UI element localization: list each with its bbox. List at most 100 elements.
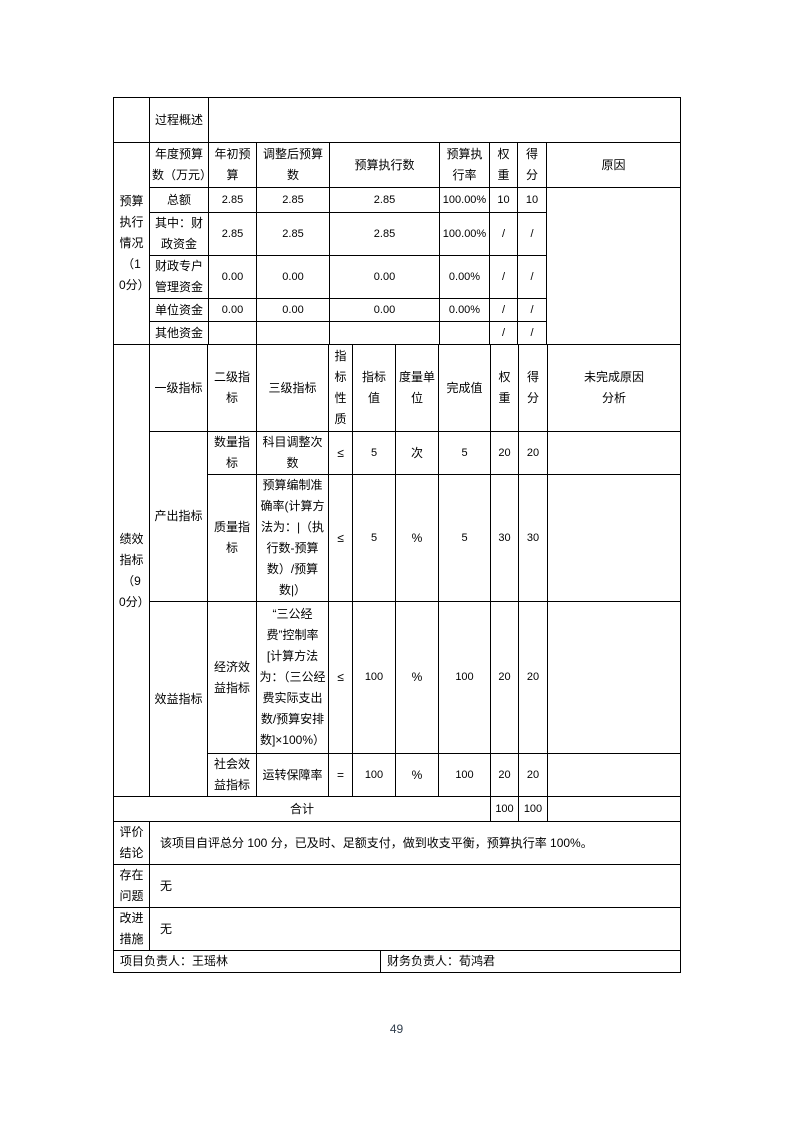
level2-indicator: 质量指标: [207, 474, 257, 602]
table-row: 效益指标 经济效益指标 “三公经费”控制率[计算方法为：（三公经费实际支出数/预…: [114, 601, 681, 797]
table-header-row: 绩效指标（90分） 一级指标 二级指标 三级指标 指标性质 指标值 度量单位 完…: [113, 344, 681, 797]
completion-value: 100: [438, 601, 491, 754]
problems-text: 无: [149, 864, 681, 908]
completion-value: 100: [438, 753, 491, 797]
budget-execution-table: 预算执行情况（10分） 年度预算数（万元） 年初预算 调整后预算数 预算执行数 …: [113, 142, 681, 345]
indicator-value: 100: [352, 753, 396, 797]
column-header: 一级指标: [149, 344, 208, 432]
level3-indicator: 科目调整次数: [256, 431, 329, 475]
performance-indicators-table: 绩效指标（90分） 一级指标 二级指标 三级指标 指标性质 指标值 度量单位 完…: [113, 344, 681, 822]
cell: /: [517, 321, 547, 345]
column-header: 权重: [490, 344, 519, 432]
table-row: 质量指标 预算编制准确率(计算方法为：|（执行数-预算数）/预算数|） ≤ 5 …: [114, 474, 681, 602]
column-header: 得分: [517, 142, 547, 188]
cell: [329, 321, 440, 345]
table-row: 其中：财政资金 2.85 2.85 2.85 100.00% / /: [114, 212, 681, 256]
cell: [256, 321, 330, 345]
column-header: 得分: [518, 344, 548, 432]
column-header: 三级指标: [256, 344, 329, 432]
reason-cell: [546, 187, 681, 345]
evaluation-table: 过程概述 预算执行情况（10分） 年度预算数（万元） 年初预算 调整后预算数 预…: [113, 97, 681, 973]
row-label: 单位资金: [149, 298, 209, 322]
score-cell: 30: [518, 474, 548, 602]
column-header: 二级指标: [207, 344, 257, 432]
cell: [208, 321, 257, 345]
cell: /: [489, 298, 518, 322]
total-score: 100: [518, 796, 548, 822]
cell: 2.85: [256, 212, 330, 256]
cell: /: [489, 255, 518, 299]
indicator-nature: ≤: [328, 431, 353, 475]
row-label: 财政专户管理资金: [149, 255, 209, 299]
row-label: 总额: [149, 187, 209, 213]
unfinished-reason-cell: [547, 601, 681, 754]
table-row: 存在问题 无: [113, 864, 681, 908]
unfinished-reason-cell: [547, 431, 681, 475]
cell: /: [489, 321, 518, 345]
finance-manager-signature: 财务负责人：荀鸿君: [380, 950, 681, 973]
cell: 0.00: [256, 255, 330, 299]
column-header: 预算执行数: [329, 142, 440, 188]
signatures-row: 项目负责人：王瑶林 财务负责人：荀鸿君: [113, 950, 681, 973]
score-cell: 20: [518, 753, 548, 797]
table-row: 产出指标 数量指标 科目调整次数 ≤ 5 次 5 20 20: [114, 431, 681, 602]
column-header: 原因: [546, 142, 681, 188]
weight-cell: 20: [490, 601, 519, 754]
cell: /: [489, 212, 518, 256]
indicator-value: 5: [352, 431, 396, 475]
unfinished-reason-cell: [547, 753, 681, 797]
column-header: 未完成原因分析: [547, 344, 681, 432]
cell: 2.85: [208, 187, 257, 213]
column-header: 权重: [489, 142, 518, 188]
measures-text: 无: [149, 907, 681, 951]
cell: 0.00%: [439, 255, 490, 299]
table-row: 总额 2.85 2.85 2.85 100.00% 10 10: [114, 187, 681, 345]
completion-value: 5: [438, 474, 491, 602]
level2-indicator: 数量指标: [207, 431, 257, 475]
measures-label: 改进措施: [113, 907, 150, 951]
column-header: 调整后预算数: [256, 142, 330, 188]
process-overview-value: [208, 97, 681, 143]
conclusion-text: 该项目自评总分 100 分，已及时、足额支付，做到收支平衡，预算执行率 100%…: [149, 821, 681, 865]
column-header-label: 未完成原因分析: [583, 370, 644, 405]
unfinished-reason-cell: [547, 474, 681, 602]
table-row: 财政专户管理资金 0.00 0.00 0.00 0.00% / /: [114, 255, 681, 299]
measure-unit: %: [395, 601, 439, 754]
measure-unit: 次: [395, 431, 439, 475]
row-label: 其他资金: [149, 321, 209, 345]
total-label: 合计: [113, 796, 491, 822]
indicator-nature: ≤: [328, 601, 353, 754]
measure-unit: %: [395, 474, 439, 602]
column-header: 预算执行率: [439, 142, 490, 188]
total-reason: [547, 796, 681, 822]
score-cell: 20: [518, 431, 548, 475]
cell: [439, 321, 490, 345]
completion-value: 5: [438, 431, 491, 475]
cell: /: [517, 255, 547, 299]
level3-indicator: “三公经费”控制率[计算方法为：（三公经费实际支出数/预算安排数]×100%）: [256, 601, 329, 754]
indicator-nature: =: [328, 753, 353, 797]
problems-label: 存在问题: [113, 864, 150, 908]
cell: 2.85: [329, 212, 440, 256]
weight-cell: 20: [490, 753, 519, 797]
indicator-value: 100: [352, 601, 396, 754]
page-number: 49: [389, 1022, 404, 1036]
level3-indicator: 运转保障率: [256, 753, 329, 797]
level1-indicator: 产出指标: [149, 431, 208, 602]
level3-indicator: 预算编制准确率(计算方法为：|（执行数-预算数）/预算数|）: [256, 474, 329, 602]
process-overview-label: 过程概述: [149, 97, 209, 143]
weight-cell: 20: [490, 431, 519, 475]
row-label: 其中：财政资金: [149, 212, 209, 256]
cell: 0.00: [208, 255, 257, 299]
cell: 0.00: [329, 298, 440, 322]
process-overview-table: 过程概述: [113, 97, 681, 143]
total-row: 合计 100 100: [113, 796, 681, 822]
blank-label-cell: [113, 97, 150, 143]
column-header: 年度预算数（万元）: [149, 142, 209, 188]
weight-cell: 30: [490, 474, 519, 602]
level2-indicator: 经济效益指标: [207, 601, 257, 754]
cell: /: [517, 212, 547, 256]
column-header: 指标性质: [328, 344, 353, 432]
cell: 10: [489, 187, 518, 213]
total-weight: 100: [490, 796, 519, 822]
